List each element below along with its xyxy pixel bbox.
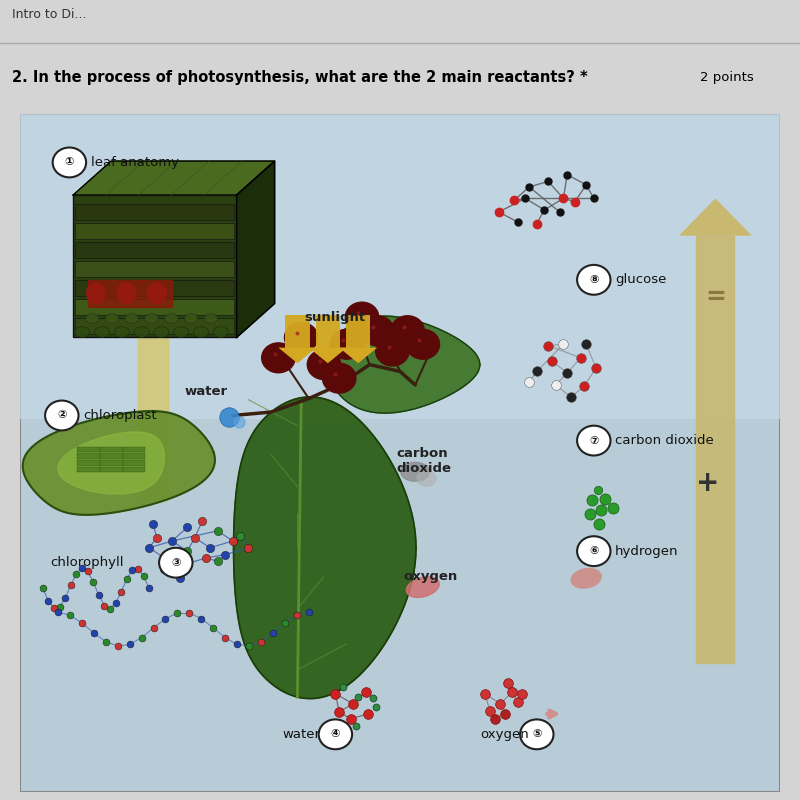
Polygon shape <box>339 348 378 363</box>
Text: 2. In the process of photosynthesis, what are the 2 main reactants? *: 2. In the process of photosynthesis, wha… <box>12 70 588 85</box>
Bar <box>316 315 340 348</box>
Ellipse shape <box>165 314 178 323</box>
Text: oxygen: oxygen <box>480 728 529 741</box>
Ellipse shape <box>154 326 169 338</box>
Bar <box>20 114 780 419</box>
Circle shape <box>45 401 78 430</box>
Polygon shape <box>309 348 347 363</box>
Circle shape <box>391 316 424 346</box>
Circle shape <box>53 147 86 178</box>
Circle shape <box>262 343 295 373</box>
Bar <box>74 204 234 220</box>
Polygon shape <box>237 161 274 338</box>
Polygon shape <box>328 316 480 413</box>
Text: ⑦: ⑦ <box>589 435 598 446</box>
Bar <box>74 318 234 334</box>
Polygon shape <box>58 432 165 494</box>
FancyBboxPatch shape <box>74 195 237 338</box>
Ellipse shape <box>94 326 110 338</box>
Circle shape <box>406 330 439 359</box>
Text: ④: ④ <box>330 730 340 739</box>
Ellipse shape <box>145 314 158 323</box>
Text: ⑤: ⑤ <box>532 730 542 739</box>
Bar <box>74 223 234 239</box>
Bar <box>122 454 146 459</box>
Bar <box>74 299 234 315</box>
Circle shape <box>577 265 610 294</box>
Polygon shape <box>679 198 752 236</box>
Ellipse shape <box>117 283 136 303</box>
Circle shape <box>159 548 193 578</box>
Bar <box>74 261 234 277</box>
Circle shape <box>346 302 378 332</box>
Bar <box>122 460 146 466</box>
Circle shape <box>285 322 318 352</box>
Ellipse shape <box>406 577 439 598</box>
Text: carbon dioxide: carbon dioxide <box>615 434 714 447</box>
Ellipse shape <box>74 326 90 338</box>
Ellipse shape <box>184 314 198 323</box>
Text: ⑧: ⑧ <box>589 275 598 285</box>
Ellipse shape <box>105 314 118 323</box>
Text: chlorophyll: chlorophyll <box>50 556 124 570</box>
Text: ①: ① <box>65 158 74 167</box>
Bar <box>122 446 146 452</box>
Circle shape <box>577 426 610 455</box>
Ellipse shape <box>86 283 106 303</box>
Bar <box>77 460 100 466</box>
Text: +: + <box>696 470 719 498</box>
Circle shape <box>322 363 356 393</box>
Bar <box>122 467 146 473</box>
Text: ③: ③ <box>171 558 181 568</box>
Bar <box>77 454 100 459</box>
Bar <box>286 315 310 348</box>
Bar <box>74 280 234 296</box>
Bar <box>77 446 100 452</box>
Text: =: = <box>705 285 726 309</box>
Ellipse shape <box>417 471 436 486</box>
Ellipse shape <box>147 283 166 303</box>
Circle shape <box>577 536 610 566</box>
Polygon shape <box>278 348 317 363</box>
Text: glucose: glucose <box>615 274 666 286</box>
Circle shape <box>376 336 409 366</box>
Circle shape <box>520 719 554 750</box>
Text: leaf anatomy: leaf anatomy <box>90 156 178 169</box>
Circle shape <box>307 350 341 379</box>
Text: water: water <box>282 728 320 741</box>
Ellipse shape <box>125 314 138 323</box>
Circle shape <box>330 330 363 359</box>
Text: ②: ② <box>57 410 66 421</box>
Bar <box>77 467 100 473</box>
Text: Intro to Di...: Intro to Di... <box>12 8 86 21</box>
Ellipse shape <box>174 326 189 338</box>
Polygon shape <box>74 161 274 195</box>
Text: ⑥: ⑥ <box>589 546 598 556</box>
Polygon shape <box>234 397 416 698</box>
Text: 2 points: 2 points <box>700 70 754 84</box>
Text: carbon
dioxide: carbon dioxide <box>396 447 451 475</box>
Text: sunlight: sunlight <box>305 310 366 324</box>
Text: chloroplast: chloroplast <box>83 409 157 422</box>
Ellipse shape <box>570 568 602 589</box>
Bar <box>100 460 122 466</box>
Bar <box>100 454 122 459</box>
Bar <box>100 467 122 473</box>
Ellipse shape <box>401 462 430 482</box>
Ellipse shape <box>204 314 218 323</box>
Text: water: water <box>185 386 228 398</box>
Bar <box>346 315 370 348</box>
Bar <box>100 446 122 452</box>
Circle shape <box>361 316 394 346</box>
Ellipse shape <box>134 326 150 338</box>
Ellipse shape <box>86 314 99 323</box>
Ellipse shape <box>194 326 209 338</box>
Circle shape <box>318 719 352 750</box>
Text: oxygen: oxygen <box>404 570 458 582</box>
Text: hydrogen: hydrogen <box>615 545 678 558</box>
Ellipse shape <box>213 326 228 338</box>
Polygon shape <box>22 411 215 515</box>
Ellipse shape <box>114 326 130 338</box>
Bar <box>74 242 234 258</box>
